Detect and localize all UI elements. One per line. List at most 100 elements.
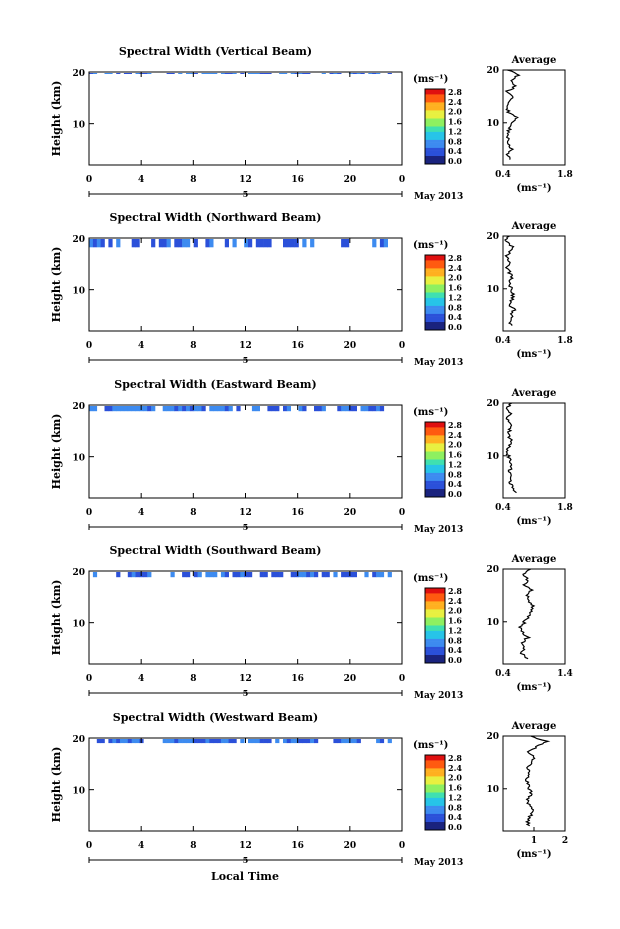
colorbar-band (425, 123, 445, 127)
colorbar-band (425, 94, 445, 98)
avg-x-tick-label: 1.8 (557, 170, 573, 180)
x-tick-label: 20 (344, 175, 357, 185)
heatmap-cell (131, 239, 136, 248)
colorbar-tick-label: 0.4 (448, 146, 462, 156)
heatmap-cell (166, 239, 171, 248)
colorbar-band (425, 327, 445, 331)
heatmap-cell (348, 73, 354, 74)
heatmap-cell (251, 73, 257, 74)
colorbar-band (425, 265, 445, 269)
heatmap-cell (89, 73, 94, 74)
heatmap-cell (248, 239, 253, 248)
date-label: May 2013 (414, 192, 463, 202)
colorbar-tick-label: 2.4 (448, 97, 462, 107)
avg-y-tick-label: 10 (486, 285, 499, 295)
heatmap-cell (360, 73, 365, 74)
colorbar-band (425, 118, 445, 122)
colorbar-band (425, 139, 445, 143)
heatmap-cell (135, 73, 140, 74)
heatmap-cell (376, 73, 381, 74)
colorbar-frame (424, 88, 446, 165)
average-title: Average (511, 221, 557, 232)
colorbar-tick-label: 2.8 (448, 253, 462, 263)
heatmap-cell (267, 239, 272, 248)
x-tick-label: 12 (239, 175, 252, 185)
colorbar-band (425, 257, 445, 261)
colorbar-band (425, 145, 445, 149)
heatmap-cell (209, 239, 214, 248)
colorbar-tick-label: 1.2 (448, 126, 462, 136)
heatmap-cell (162, 239, 167, 248)
heatmap-cell (372, 73, 377, 74)
colorbar-band (425, 105, 445, 109)
panel-title: Spectral Width (Eastward Beam) (114, 378, 316, 391)
colorbar-band (425, 147, 445, 151)
colorbar-unit: (ms⁻¹) (413, 74, 448, 85)
x-tick-label: 0 (399, 341, 405, 351)
heatmap-cell (135, 239, 140, 248)
heatmap-cell (283, 73, 288, 74)
colorbar-tick-label: 2.4 (448, 263, 462, 273)
average-title: Average (511, 55, 557, 66)
colorbar-tick-label: 1.6 (448, 283, 462, 293)
heatmap-cell (232, 239, 237, 248)
x-tick-label: 8 (190, 175, 196, 185)
colorbar-band (425, 263, 445, 266)
colorbar-band (425, 113, 445, 117)
heatmap-cell (341, 239, 346, 248)
colorbar-band (425, 316, 445, 320)
avg-x-label: (ms⁻¹) (516, 349, 551, 360)
heatmap-cell (224, 239, 229, 248)
heatmap-cell (116, 73, 121, 74)
y-axis-label: Height (km) (50, 247, 63, 323)
heatmap-cell (283, 239, 288, 248)
heatmap-cell (193, 73, 198, 74)
heatmap-cell (337, 73, 342, 74)
heatmap-cell (104, 73, 109, 74)
colorbar-band (425, 134, 445, 138)
colorbar-band (425, 297, 445, 301)
heatmap-cell (333, 73, 338, 74)
heatmap-cell (143, 73, 148, 74)
colorbar-band (425, 137, 445, 141)
heatmap-cell (174, 239, 179, 248)
x-tick-label: 0 (399, 175, 405, 185)
y-tick-label: 20 (72, 235, 85, 245)
panel-title: Spectral Width (Northward Beam) (110, 211, 322, 224)
colorbar-band (425, 273, 445, 277)
heatmap-cell (302, 73, 307, 74)
colorbar-tick-label: 0.8 (448, 302, 462, 312)
heatmap-cell (178, 73, 183, 74)
colorbar-band (425, 153, 445, 157)
heatmap-cell (108, 73, 113, 74)
avg-x-tick-label: 0.4 (495, 170, 511, 180)
day-label: 5 (243, 355, 249, 365)
heatmap-cell (182, 239, 187, 248)
colorbar-band (425, 308, 445, 312)
heatmap-cell (352, 73, 357, 74)
colorbar-band (425, 289, 445, 293)
average-frame (502, 235, 566, 332)
heatmap-cell (205, 73, 210, 74)
heatmap-cell (244, 239, 249, 248)
heatmap-cell (209, 73, 214, 74)
y-tick-label: 10 (72, 287, 85, 297)
colorbar-band (425, 102, 445, 106)
heatmap-cell (127, 73, 132, 74)
average-frame (502, 69, 566, 166)
colorbar-band (425, 131, 445, 135)
colorbar-band (425, 276, 445, 280)
heatmap-cell (255, 73, 260, 74)
colorbar-tick-label: 0.4 (448, 312, 462, 322)
plot-frame (88, 237, 403, 332)
heatmap-cell (189, 73, 195, 74)
colorbar-band (425, 313, 445, 317)
colorbar-band (425, 156, 445, 159)
heatmap-cell (255, 239, 260, 248)
heatmap-cell (310, 239, 315, 248)
date-label: May 2013 (414, 358, 463, 368)
heatmap-cell (387, 73, 392, 74)
upper-layer (89, 239, 388, 248)
average-profile-line (504, 69, 521, 160)
avg-x-label: (ms⁻¹) (516, 183, 551, 194)
